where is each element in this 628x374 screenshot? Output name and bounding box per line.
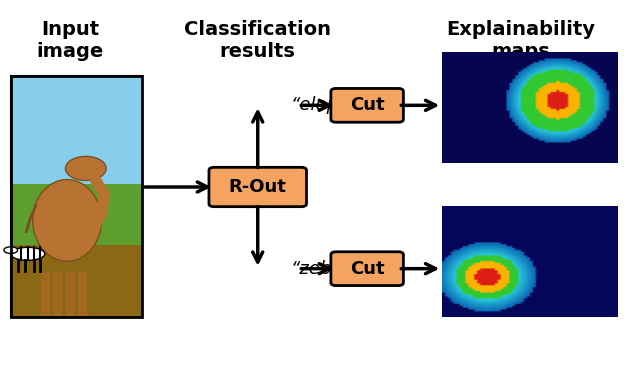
Text: Input
image: Input image bbox=[36, 20, 104, 61]
Bar bbox=[78, 272, 87, 317]
Bar bbox=[11, 245, 142, 317]
Ellipse shape bbox=[33, 180, 102, 261]
Text: R-Out: R-Out bbox=[229, 178, 286, 196]
Ellipse shape bbox=[4, 247, 18, 254]
Text: Cut: Cut bbox=[350, 260, 384, 278]
Bar bbox=[53, 272, 62, 317]
Ellipse shape bbox=[11, 247, 45, 260]
Ellipse shape bbox=[65, 156, 106, 181]
Text: “zebra”: “zebra” bbox=[290, 260, 359, 278]
Text: “elephant”: “elephant” bbox=[290, 96, 388, 114]
Text: Cut: Cut bbox=[350, 96, 384, 114]
Bar bbox=[66, 272, 75, 317]
FancyBboxPatch shape bbox=[209, 167, 306, 207]
Text: Explainability
maps: Explainability maps bbox=[446, 20, 595, 61]
FancyBboxPatch shape bbox=[331, 88, 403, 122]
Bar bbox=[11, 184, 142, 245]
Bar bbox=[11, 76, 142, 317]
FancyBboxPatch shape bbox=[331, 252, 403, 286]
Bar bbox=[11, 76, 142, 317]
Bar bbox=[11, 76, 142, 184]
Text: Classification
results: Classification results bbox=[184, 20, 331, 61]
Bar bbox=[41, 272, 50, 317]
